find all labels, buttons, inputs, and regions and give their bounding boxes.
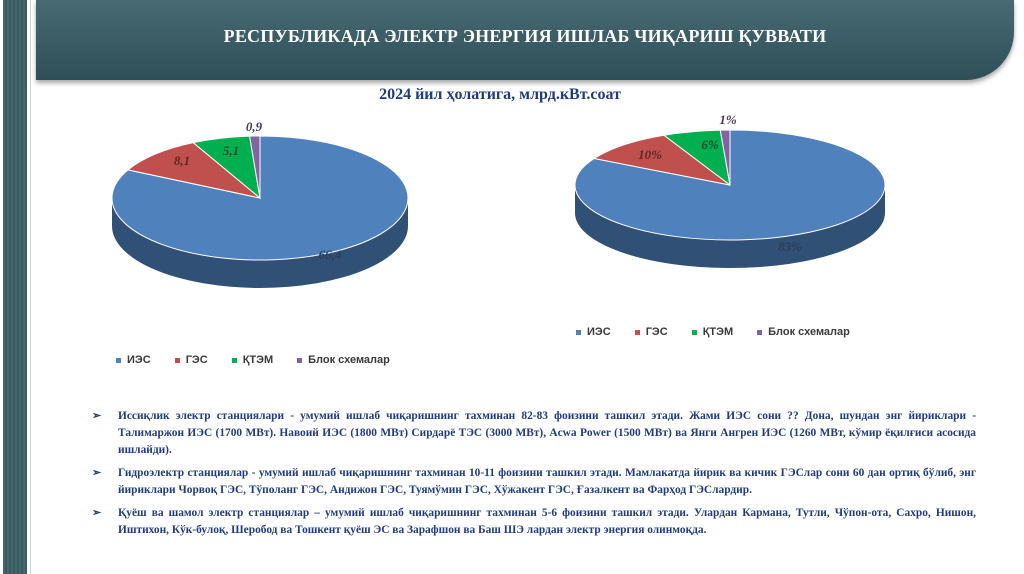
chart-subtitle: 2024 йил ҳолатига, млрд.кВт.соат bbox=[379, 86, 621, 103]
legend-label: ИЭС bbox=[127, 354, 151, 366]
legend-label: ГЭС bbox=[645, 326, 668, 338]
page-title: РЕСПУБЛИКАДА ЭЛЕКТР ЭНЕРГИЯ ИШЛАБ ЧИҚАРИ… bbox=[223, 26, 827, 46]
pie-data-label: 1% bbox=[719, 112, 737, 127]
pie-data-label: 66,4 bbox=[319, 247, 342, 262]
legend-swatch bbox=[757, 329, 763, 335]
legend-swatch bbox=[174, 357, 180, 363]
legend-item: ҚТЭМ bbox=[691, 326, 734, 338]
legend-label: Блок схемалар bbox=[768, 326, 850, 338]
pie-data-label: 8,1 bbox=[174, 153, 190, 168]
pie-slice bbox=[592, 134, 731, 186]
legend-item: Блок схемалар bbox=[757, 326, 850, 338]
bullet-text: Гидроэлектр станциялар - умумий ишлаб чи… bbox=[118, 467, 976, 496]
legend-left: ИЭС ГЭС ҚТЭМ Блок схемалар bbox=[116, 354, 414, 366]
pie-data-label: 6% bbox=[701, 137, 719, 152]
legend-swatch bbox=[576, 329, 581, 335]
bullet-item-solar-wind: ➢ Қуёш ва шамол электр станциялар – умум… bbox=[92, 505, 976, 539]
legend-item: Блок схемалар bbox=[297, 354, 390, 366]
legend-label: ҚТЭМ bbox=[702, 326, 734, 338]
pie-slice-side bbox=[575, 185, 885, 268]
left-decorative-strip bbox=[0, 0, 31, 574]
legend-item: ҚТЭМ bbox=[231, 354, 274, 366]
legend-item: ГЭС bbox=[174, 354, 208, 366]
pie-chart-right: 83% 10% 6%1% bbox=[574, 112, 886, 268]
legend-item: ГЭС bbox=[634, 326, 668, 338]
legend-swatch bbox=[116, 357, 121, 363]
pie-data-label: 10% bbox=[638, 147, 662, 162]
pie-slice bbox=[719, 129, 731, 186]
pie-data-label: 5,1 bbox=[223, 143, 239, 158]
legend-right: ИЭС ГЭС ҚТЭМ Блок схемалар bbox=[576, 326, 874, 338]
legend-swatch bbox=[297, 357, 303, 363]
left-striped-bar bbox=[3, 0, 27, 574]
legend-label: ИЭС bbox=[587, 326, 611, 338]
arrow-bullet-icon: ➢ bbox=[92, 410, 102, 422]
pie-slice-side bbox=[112, 198, 408, 288]
legend-item: ИЭС bbox=[116, 354, 151, 366]
legend-label: ҚТЭМ bbox=[242, 354, 274, 366]
legend-swatch bbox=[691, 329, 697, 335]
legend-label: ГЭС bbox=[185, 354, 208, 366]
legend-label: Блок схемалар bbox=[308, 354, 390, 366]
arrow-bullet-icon: ➢ bbox=[92, 467, 102, 479]
title-banner: РЕСПУБЛИКАДА ЭЛЕКТР ЭНЕРГИЯ ИШЛАБ ЧИҚАРИ… bbox=[36, 0, 1014, 80]
pie-slice bbox=[249, 135, 261, 199]
bullet-item-hydro: ➢ Гидроэлектр станциялар - умумий ишлаб … bbox=[92, 465, 976, 499]
bullet-text: Иссиқлик электр станциялари - умумий ишл… bbox=[118, 410, 976, 456]
bullet-text: Қуёш ва шамол электр станциялар – умумий… bbox=[118, 507, 976, 536]
pie-data-label: 0,9 bbox=[246, 119, 263, 134]
legend-swatch bbox=[231, 357, 237, 363]
pie-slice bbox=[126, 142, 261, 199]
bullet-item-thermal: ➢ Иссиқлик электр станциялари - умумий и… bbox=[92, 408, 976, 459]
pie-data-label: 83% bbox=[778, 239, 802, 254]
arrow-bullet-icon: ➢ bbox=[92, 507, 102, 519]
legend-item: ИЭС bbox=[576, 326, 611, 338]
legend-swatch bbox=[634, 329, 640, 335]
bullet-list: ➢ Иссиқлик электр станциялари - умумий и… bbox=[92, 408, 976, 545]
pie-chart-left: 66,4 8,1 5,1 0,9 bbox=[111, 119, 409, 288]
